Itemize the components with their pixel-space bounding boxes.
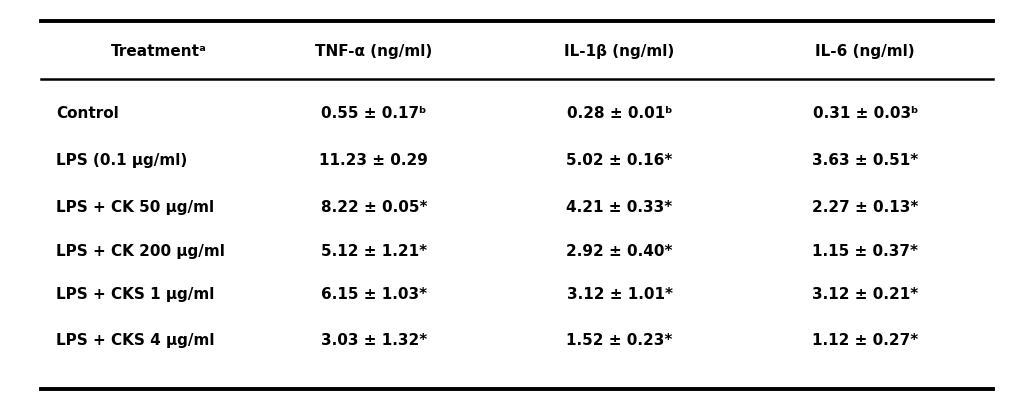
Text: 3.63 ± 0.51*: 3.63 ± 0.51* xyxy=(812,153,919,168)
Text: 2.27 ± 0.13*: 2.27 ± 0.13* xyxy=(812,200,919,215)
Text: LPS + CKS 1 μg/ml: LPS + CKS 1 μg/ml xyxy=(56,286,215,301)
Text: IL-6 (ng/ml): IL-6 (ng/ml) xyxy=(815,44,915,59)
Text: IL-1β (ng/ml): IL-1β (ng/ml) xyxy=(564,44,675,59)
Text: 5.12 ± 1.21*: 5.12 ± 1.21* xyxy=(321,243,427,258)
Text: 6.15 ± 1.03*: 6.15 ± 1.03* xyxy=(321,286,427,301)
Text: Control: Control xyxy=(56,105,119,121)
Text: LPS + CKS 4 μg/ml: LPS + CKS 4 μg/ml xyxy=(56,332,215,348)
Text: 4.21 ± 0.33*: 4.21 ± 0.33* xyxy=(566,200,673,215)
Text: 8.22 ± 0.05*: 8.22 ± 0.05* xyxy=(321,200,427,215)
Text: 11.23 ± 0.29: 11.23 ± 0.29 xyxy=(319,153,428,168)
Text: LPS (0.1 μg/ml): LPS (0.1 μg/ml) xyxy=(56,153,187,168)
Text: 2.92 ± 0.40*: 2.92 ± 0.40* xyxy=(566,243,673,258)
Text: 5.02 ± 0.16*: 5.02 ± 0.16* xyxy=(566,153,673,168)
Text: 1.15 ± 0.37*: 1.15 ± 0.37* xyxy=(812,243,919,258)
Text: 3.12 ± 0.21*: 3.12 ± 0.21* xyxy=(812,286,919,301)
Text: 1.52 ± 0.23*: 1.52 ± 0.23* xyxy=(566,332,673,348)
Text: 0.31 ± 0.03ᵇ: 0.31 ± 0.03ᵇ xyxy=(813,105,918,121)
Text: 1.12 ± 0.27*: 1.12 ± 0.27* xyxy=(812,332,919,348)
Text: LPS + CK 200 μg/ml: LPS + CK 200 μg/ml xyxy=(56,243,225,258)
Text: 3.03 ± 1.32*: 3.03 ± 1.32* xyxy=(321,332,427,348)
Text: Treatmentᵃ: Treatmentᵃ xyxy=(111,44,207,59)
Text: 0.55 ± 0.17ᵇ: 0.55 ± 0.17ᵇ xyxy=(322,105,426,121)
Text: 3.12 ± 1.01*: 3.12 ± 1.01* xyxy=(566,286,673,301)
Text: LPS + CK 50 μg/ml: LPS + CK 50 μg/ml xyxy=(56,200,214,215)
Text: TNF-α (ng/ml): TNF-α (ng/ml) xyxy=(315,44,432,59)
Text: 0.28 ± 0.01ᵇ: 0.28 ± 0.01ᵇ xyxy=(566,105,673,121)
